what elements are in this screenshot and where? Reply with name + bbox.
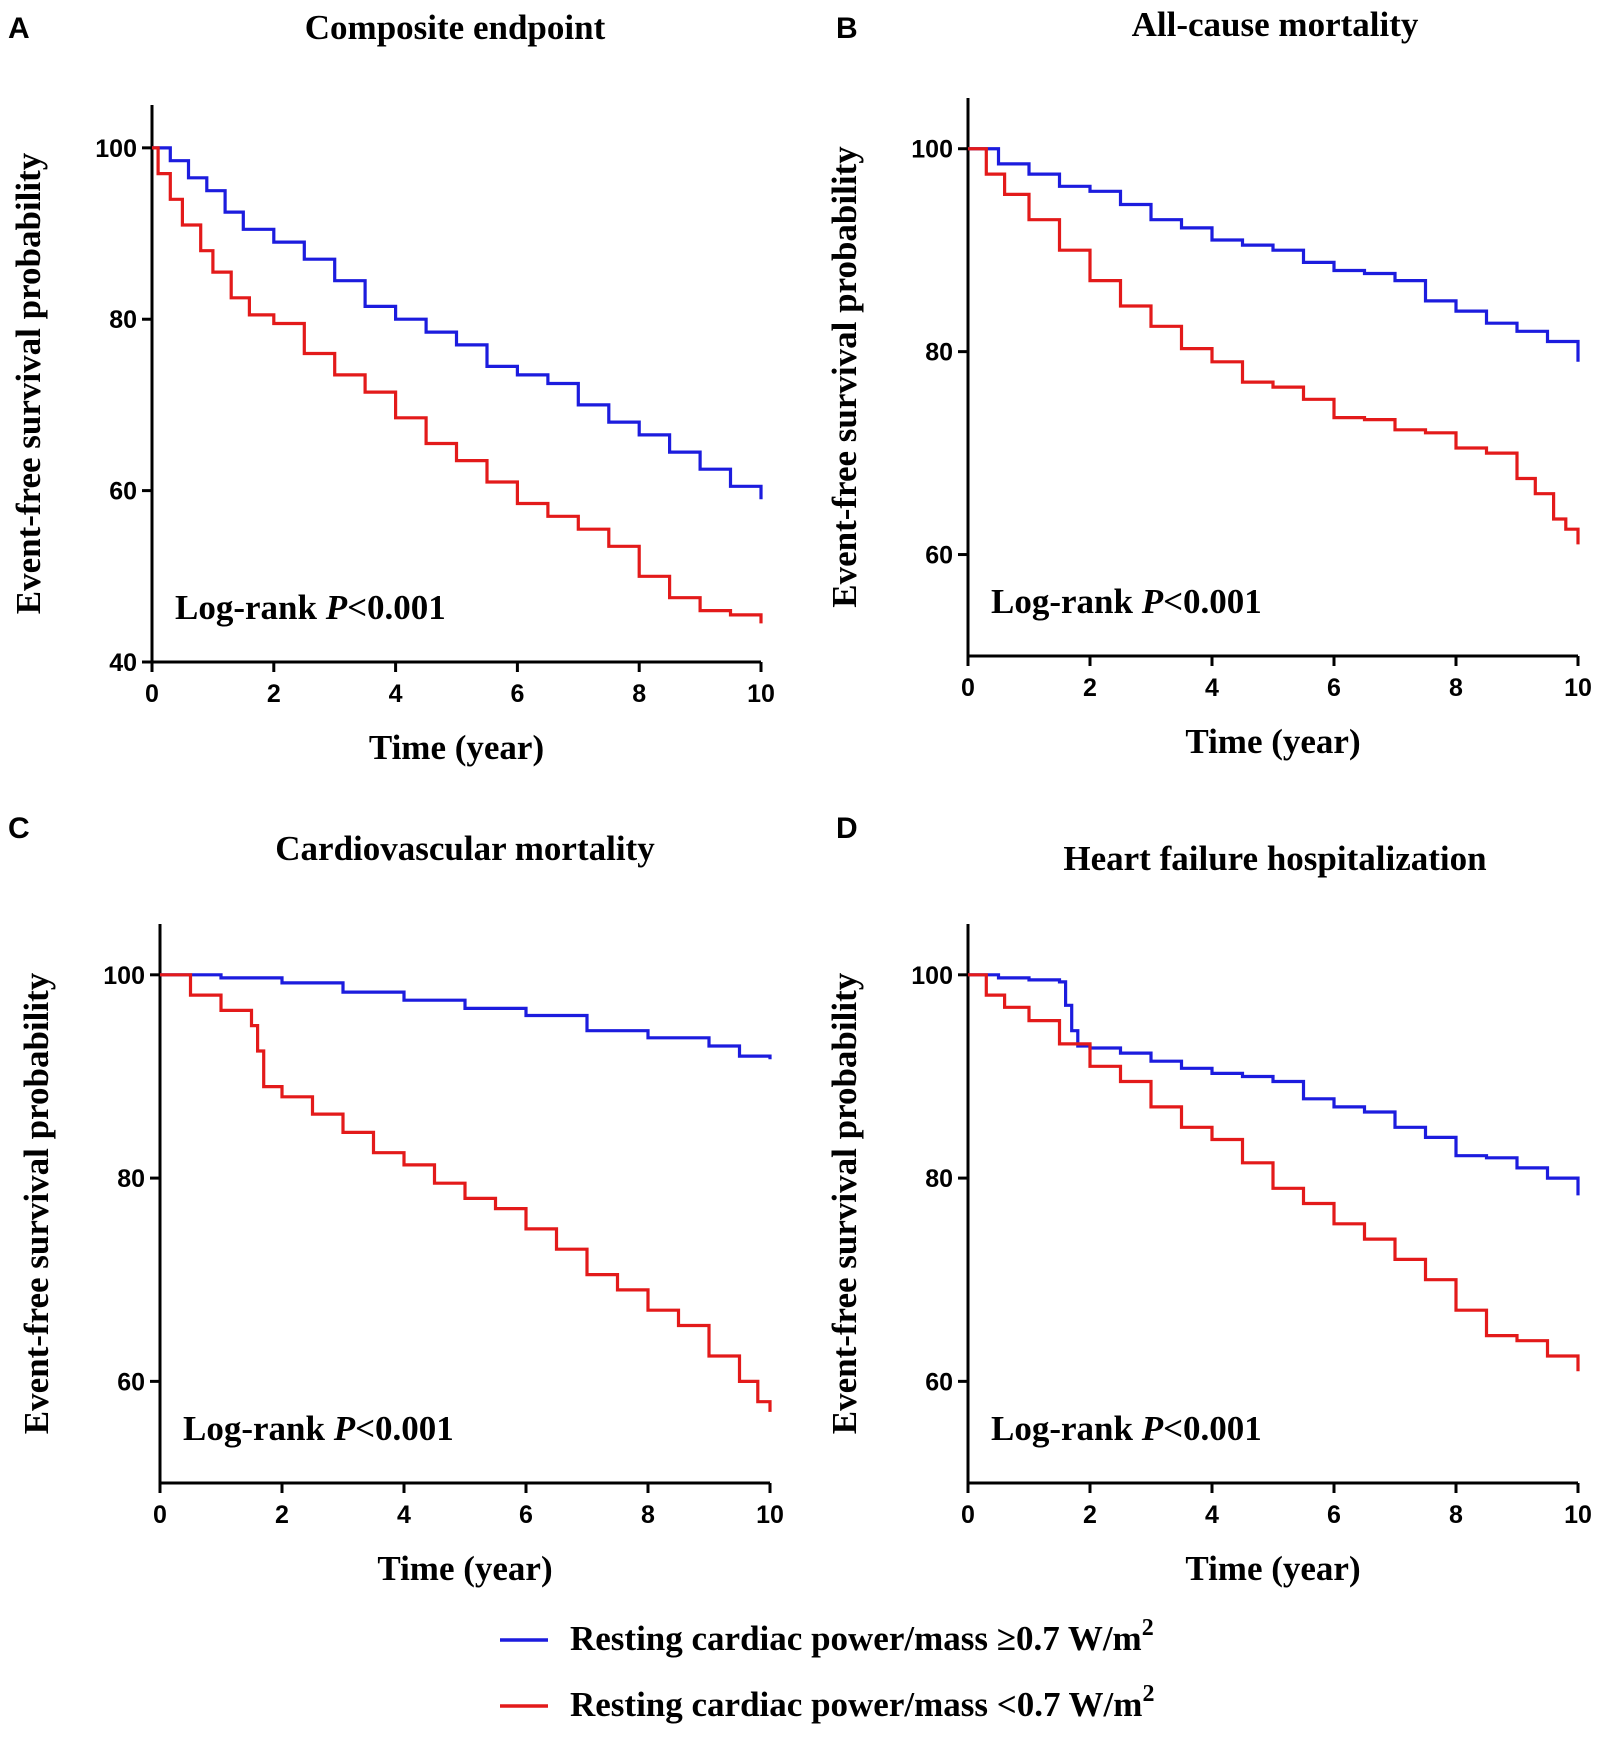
x-tick-label: 4 [1205,674,1219,702]
panel-letter: C [8,812,30,845]
panel-letter: B [836,12,858,45]
y-tick-label: 40 [109,649,137,677]
y-tick-label: 80 [925,339,953,367]
legend-label-superscript: 2 [1142,1615,1154,1641]
annotation-prefix: Log-rank [991,1409,1142,1448]
series-line-high-power [152,146,763,500]
series-line-low-power [152,146,763,624]
x-tick-label: 0 [153,1501,167,1529]
series-line-high-power [968,147,1580,362]
x-tick-label: 0 [145,680,159,708]
legend-label-text: Resting cardiac power/mass ≥0.7 W/m [570,1619,1142,1658]
x-tick-label: 6 [1327,674,1341,702]
x-tick-label: 10 [747,680,775,708]
x-tick-label: 2 [1083,674,1097,702]
panel-letter: A [8,12,30,45]
chart-title: Composite endpoint [305,8,606,47]
log-rank-annotation: Log-rank P<0.001 [175,588,446,627]
y-tick-label: 60 [925,542,953,570]
annotation-p: P [1141,1409,1164,1448]
annotation-p: P [325,588,348,627]
panel-C: C Cardiovascular mortality 0 2 4 6 8 10 60 80 100 T… [8,812,784,1588]
x-tick-label: 2 [267,680,281,708]
series-line-low-power [160,973,772,1412]
annotation-p: P [333,1409,356,1448]
series-line-high-power [160,973,772,1060]
annotation-prefix: Log-rank [175,588,326,627]
series-line-low-power [968,973,1580,1372]
chart-title: All-cause mortality [1132,5,1419,44]
log-rank-annotation: Log-rank P<0.001 [991,582,1262,621]
x-tick-label: 8 [632,680,646,708]
x-tick-label: 0 [961,674,975,702]
x-axis-label: Time (year) [377,1549,552,1588]
y-axis-label: Event-free survival probability [9,152,48,614]
x-tick-label: 8 [1449,1501,1463,1529]
annotation-p: P [1141,582,1164,621]
panel-A: A Composite endpoint 0 2 4 6 8 10 40 60 80 100 Time … [8,8,775,767]
chart-title: Cardiovascular mortality [275,829,655,868]
x-tick-label: 8 [1449,674,1463,702]
annotation-prefix: Log-rank [183,1409,334,1448]
annotation-suffix: <0.001 [355,1409,454,1448]
x-tick-label: 2 [275,1501,289,1529]
y-tick-label: 100 [95,135,137,163]
x-tick-label: 0 [961,1501,975,1529]
chart-title: Heart failure hospitalization [1063,839,1486,878]
series-line-high-power [968,973,1580,1196]
x-tick-label: 6 [519,1501,533,1529]
y-axis-label: Event-free survival probability [17,972,56,1434]
y-axis-label: Event-free survival probability [825,972,864,1434]
legend: Resting cardiac power/mass ≥0.7 W/m2Rest… [500,1615,1154,1724]
y-tick-label: 100 [911,962,953,990]
y-tick-label: 80 [117,1165,145,1193]
x-tick-label: 4 [397,1501,411,1529]
panel-B: B All-cause mortality 0 2 4 6 8 10 60 80 100 Time (… [825,5,1592,761]
annotation-suffix: <0.001 [1163,582,1262,621]
x-axis-label: Time (year) [369,728,544,767]
x-axis-label: Time (year) [1185,1549,1360,1588]
x-tick-label: 4 [389,680,403,708]
legend-label-superscript: 2 [1142,1681,1154,1707]
legend-label-text: Resting cardiac power/mass <0.7 W/m [570,1685,1142,1724]
series-line-low-power [968,147,1580,545]
annotation-prefix: Log-rank [991,582,1142,621]
annotation-suffix: <0.001 [1163,1409,1262,1448]
y-tick-label: 60 [117,1368,145,1396]
x-tick-label: 8 [641,1501,655,1529]
y-tick-label: 60 [925,1368,953,1396]
x-tick-label: 10 [1564,1501,1592,1529]
x-tick-label: 4 [1205,1501,1219,1529]
y-tick-label: 80 [925,1165,953,1193]
legend-label-low-power: Resting cardiac power/mass <0.7 W/m2 [570,1681,1154,1724]
log-rank-annotation: Log-rank P<0.001 [991,1409,1262,1448]
y-tick-label: 100 [103,962,145,990]
legend-label-high-power: Resting cardiac power/mass ≥0.7 W/m2 [570,1615,1154,1658]
x-tick-label: 6 [510,680,524,708]
x-tick-label: 2 [1083,1501,1097,1529]
panel-D: D Heart failure hospitalization 0 2 4 6 8 10 60 8… [825,812,1592,1588]
y-axis-label: Event-free survival probability [825,146,864,608]
x-tick-label: 10 [756,1501,784,1529]
x-tick-label: 10 [1564,674,1592,702]
log-rank-annotation: Log-rank P<0.001 [183,1409,454,1448]
y-tick-label: 80 [109,306,137,334]
panel-letter: D [836,812,858,845]
x-tick-label: 6 [1327,1501,1341,1529]
y-tick-label: 100 [911,136,953,164]
x-axis-label: Time (year) [1185,722,1360,761]
y-tick-label: 60 [109,478,137,506]
annotation-suffix: <0.001 [347,588,446,627]
